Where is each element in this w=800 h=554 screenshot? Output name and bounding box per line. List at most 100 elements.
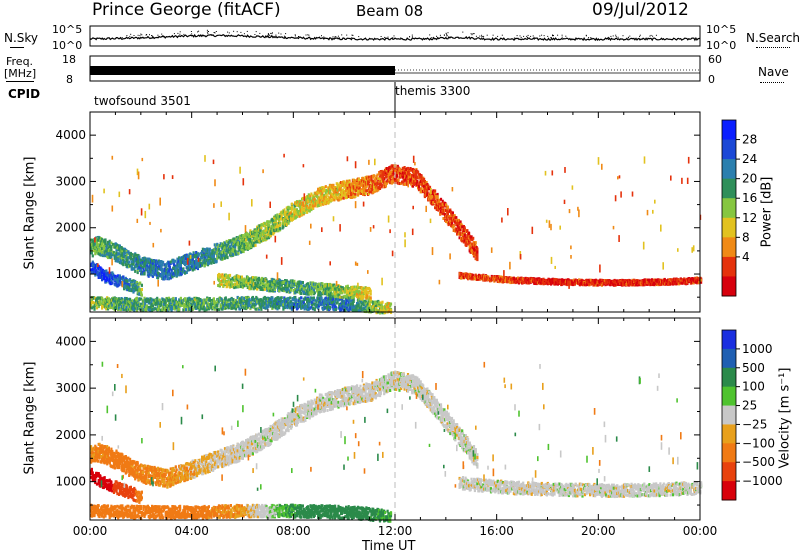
power-cell [114, 300, 117, 304]
search-point [486, 34, 488, 36]
power-cell [288, 215, 291, 219]
power-cell [156, 302, 159, 306]
freq-nave-layer [90, 66, 700, 75]
power-cell [314, 202, 317, 206]
search-point [162, 35, 164, 37]
freq-label-underline [6, 81, 34, 82]
power-cell [115, 275, 118, 279]
sky-tick-top-right: 10^5 [706, 23, 737, 36]
power-cell [161, 263, 164, 267]
power-cell [179, 265, 182, 268]
power-cell [328, 200, 331, 204]
power-cell [197, 302, 200, 306]
search-point [259, 32, 261, 34]
power-cell [220, 305, 223, 309]
power-cell [199, 258, 202, 262]
power-cell [381, 175, 384, 179]
power-cell [373, 189, 376, 193]
search-point [471, 34, 473, 36]
power-cell [183, 305, 186, 308]
power-cell [159, 308, 162, 312]
power-cell [341, 194, 344, 198]
search-point [612, 35, 614, 37]
power-cell [378, 171, 381, 175]
power-cell [312, 196, 315, 200]
power-cell [121, 247, 124, 251]
power-cell [148, 261, 151, 265]
power-cell [107, 273, 110, 277]
power-cell [117, 259, 120, 263]
power-cell [354, 187, 357, 191]
sky-trace [89, 33, 701, 42]
power-cell [433, 197, 436, 201]
freq-band-twofsound [90, 66, 395, 75]
power-cell [457, 232, 460, 236]
power-cell [401, 173, 404, 177]
power-cell [169, 276, 172, 280]
power-cell [371, 187, 374, 191]
power-cell [90, 298, 93, 302]
x-axis-label: Time UT [362, 539, 416, 554]
power-cell [262, 229, 265, 233]
power-cell [426, 194, 429, 198]
power-cell [363, 184, 366, 188]
power-cell [312, 194, 315, 198]
power-cell [126, 300, 129, 303]
search-point [294, 34, 296, 36]
date-label: 09/Jul/2012 [592, 0, 689, 20]
power-cell [220, 251, 223, 255]
power-cell [403, 183, 406, 186]
power-cell [334, 308, 337, 311]
power-cell [144, 301, 147, 305]
power-cell [130, 281, 133, 285]
power-cell [93, 301, 96, 305]
power-cell [132, 262, 135, 266]
power-cell [156, 276, 160, 280]
power-cell [193, 301, 196, 305]
power-cell [90, 268, 93, 272]
power-cell [377, 188, 380, 192]
power-heatmap-layer [90, 153, 703, 315]
power-cell [387, 180, 390, 184]
power-cell [286, 217, 289, 221]
cpid-mode-2: themis 3300 [395, 84, 471, 98]
search-point [161, 33, 163, 35]
power-cell [180, 261, 183, 265]
power-cell [413, 175, 416, 179]
power-cell [212, 306, 215, 309]
power-cell [156, 296, 159, 300]
power-cell [232, 253, 235, 257]
power-cell [313, 204, 316, 208]
power-cell [412, 183, 415, 186]
power-cell [299, 199, 302, 203]
search-point [352, 34, 354, 36]
power-cell [195, 251, 198, 254]
power-cell [117, 299, 120, 303]
power-cell [269, 234, 272, 238]
power-cell [202, 255, 205, 259]
power-cell [438, 198, 441, 202]
search-point [561, 36, 563, 38]
power-cell [157, 267, 160, 271]
search-point [227, 31, 229, 33]
power-cell [130, 266, 133, 270]
search-point [565, 35, 567, 37]
power-cell [260, 226, 263, 230]
power-cell [336, 189, 339, 193]
power-cell [285, 210, 288, 214]
sky-tick-bottom-left: 10^0 [52, 39, 83, 52]
power-cell [211, 250, 214, 253]
power-cell [134, 269, 137, 273]
power-cell [396, 164, 399, 168]
power-cell [347, 189, 350, 193]
power-cell [295, 203, 299, 207]
power-cell [319, 194, 322, 198]
power-cell [221, 307, 224, 311]
search-point [179, 31, 181, 33]
power-cell [289, 296, 292, 300]
power-cell [223, 303, 227, 307]
power-cell [227, 250, 230, 254]
power-cell [342, 196, 345, 200]
power-cell [110, 301, 113, 305]
search-point [207, 32, 209, 34]
